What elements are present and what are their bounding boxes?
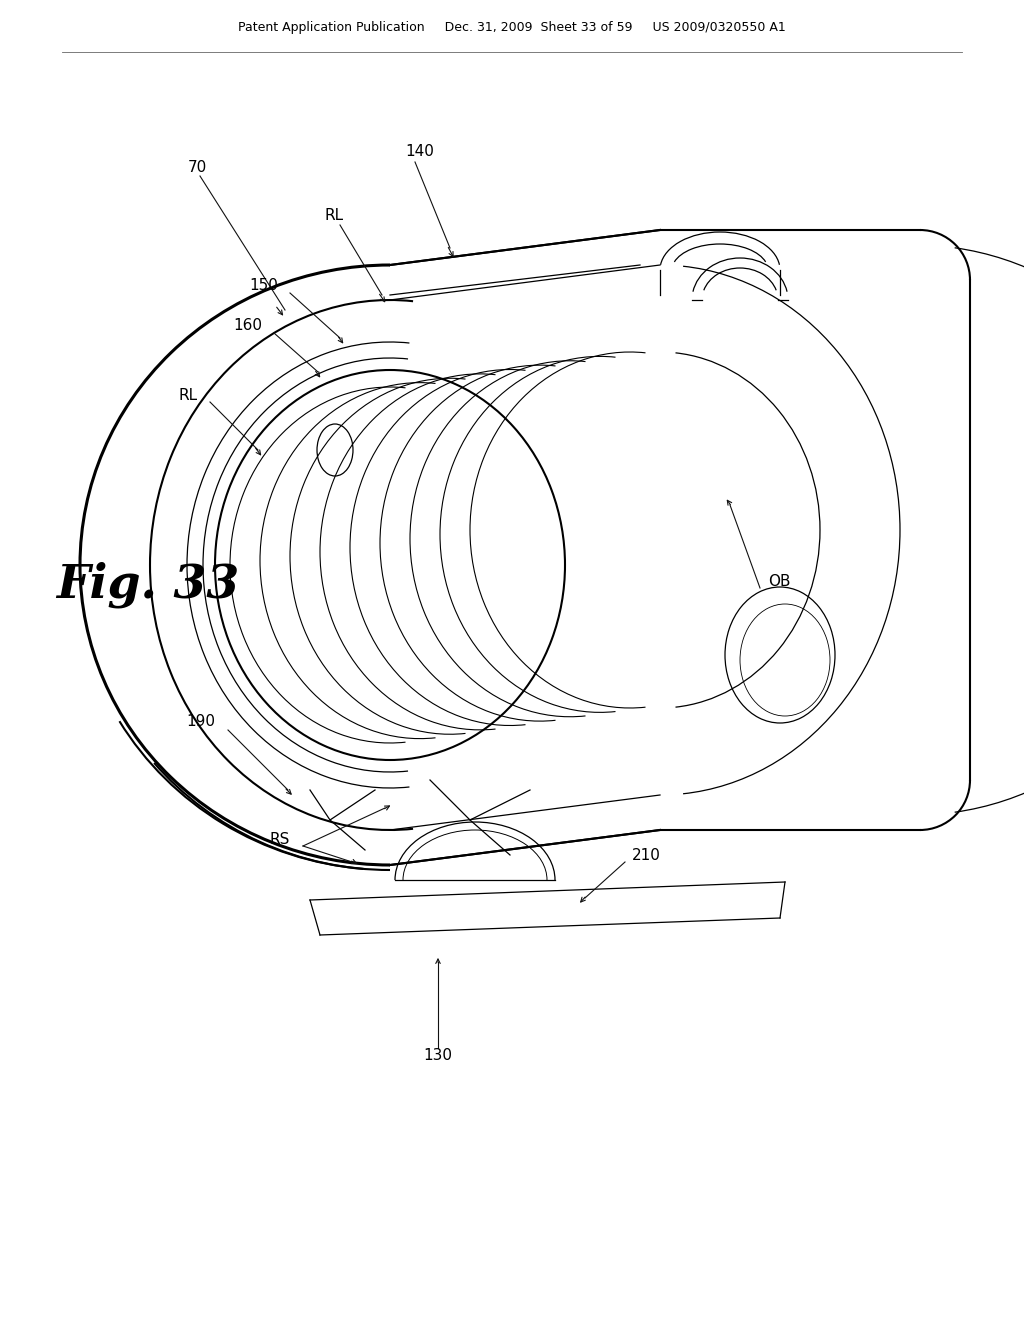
Text: 140: 140 — [406, 144, 434, 160]
Text: 130: 130 — [424, 1048, 453, 1063]
Text: 150: 150 — [249, 277, 278, 293]
Text: Patent Application Publication     Dec. 31, 2009  Sheet 33 of 59     US 2009/032: Patent Application Publication Dec. 31, … — [239, 21, 785, 34]
Text: OB: OB — [768, 574, 791, 590]
Text: 70: 70 — [188, 161, 207, 176]
Text: 160: 160 — [233, 318, 262, 333]
Text: Fig. 33: Fig. 33 — [56, 562, 240, 609]
Text: RS: RS — [269, 833, 290, 847]
Text: 190: 190 — [186, 714, 215, 730]
Text: 210: 210 — [632, 847, 660, 862]
Text: RL: RL — [179, 388, 198, 403]
Text: RL: RL — [325, 207, 344, 223]
